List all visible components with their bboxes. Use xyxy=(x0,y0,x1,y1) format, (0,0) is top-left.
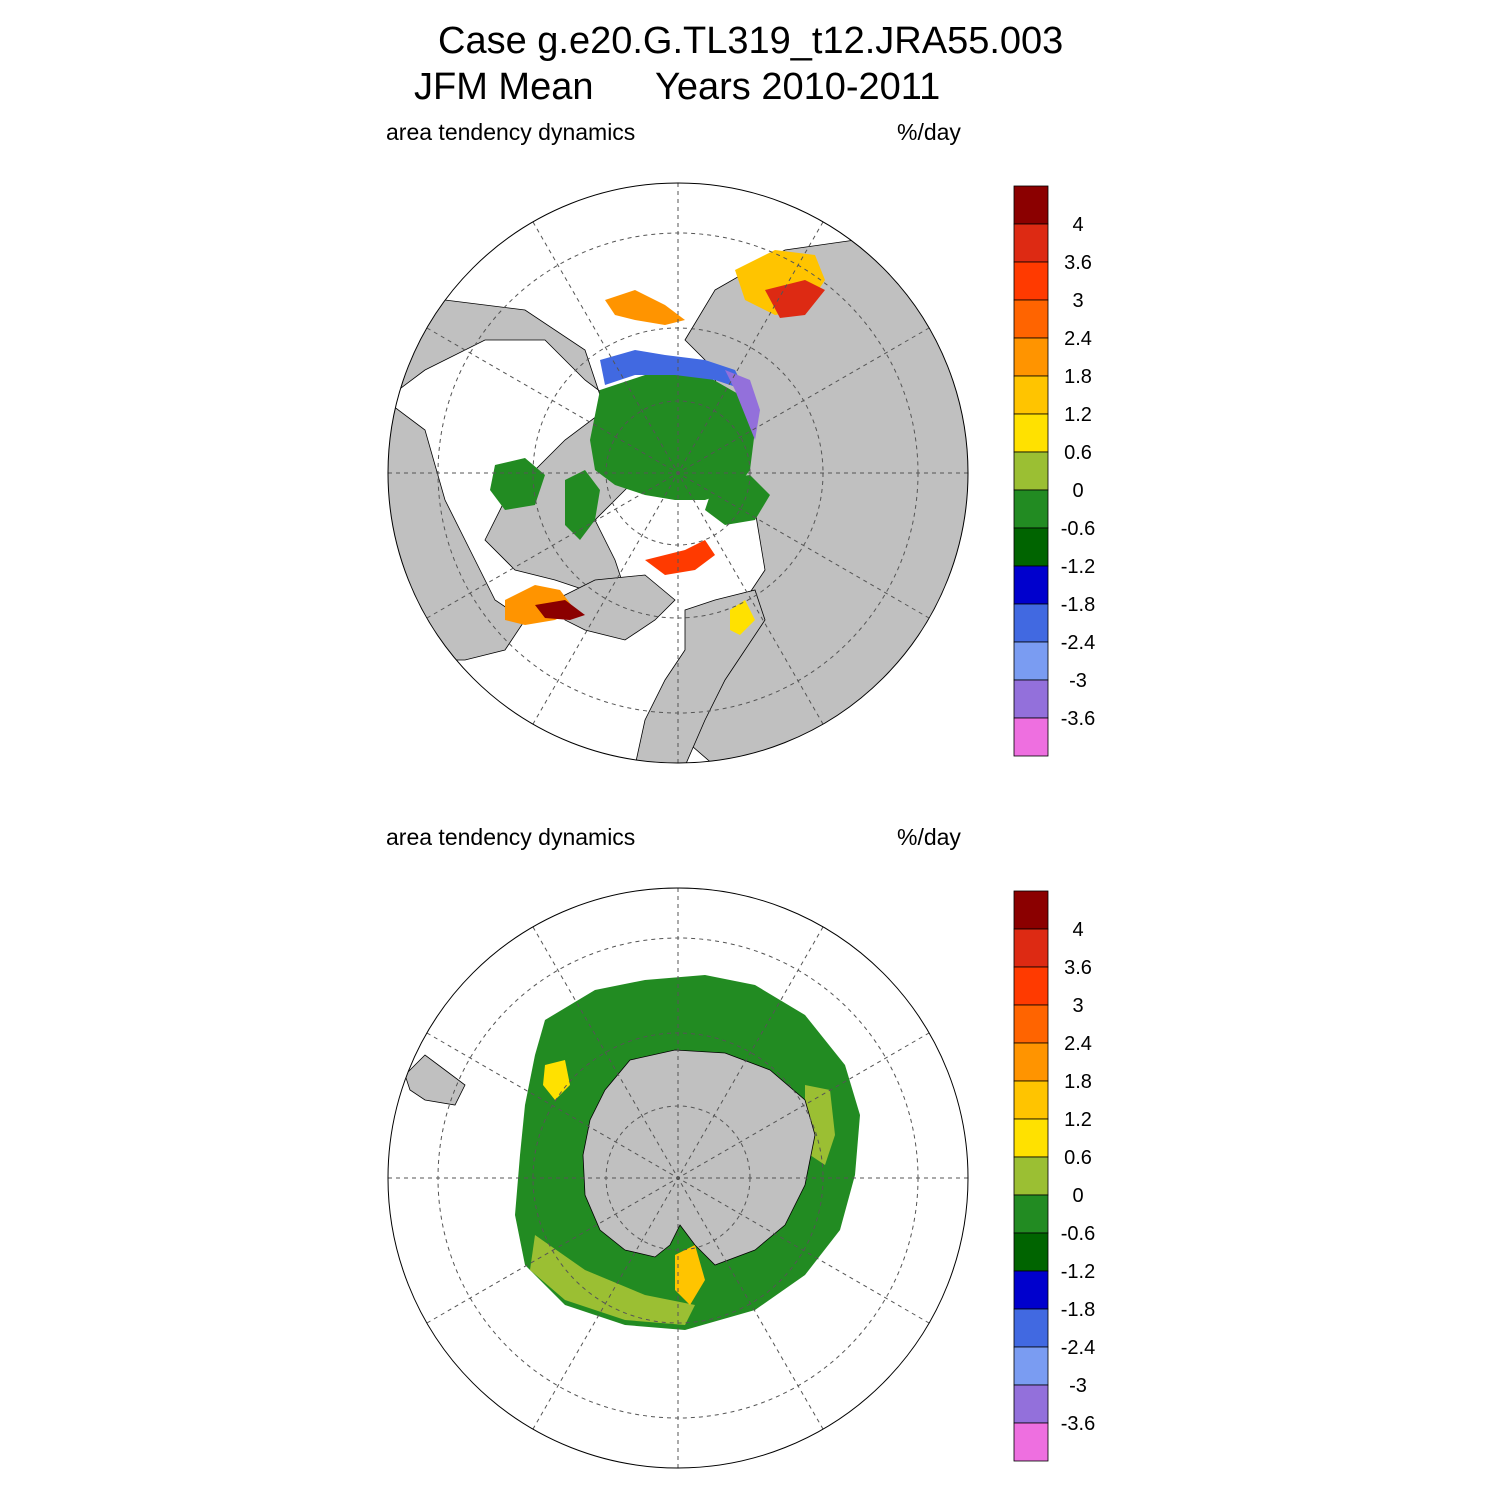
seaice-margin-bering-red xyxy=(765,280,825,318)
colorbar-box xyxy=(1013,1346,1049,1386)
colorbar-tick-label: 1.2 xyxy=(1064,404,1092,426)
panel-south-left-label: area tendency dynamics xyxy=(386,824,636,850)
seaice-arctic-core xyxy=(590,375,755,500)
colorbar-tick-label: -1.8 xyxy=(1061,1299,1095,1321)
colorbar-tick-label: -3.6 xyxy=(1061,1413,1095,1435)
colorbar-box xyxy=(1013,1232,1049,1272)
colorbar-box xyxy=(1013,1080,1049,1120)
colorbar-box xyxy=(1013,185,1049,225)
seaice-hudson-bay xyxy=(490,458,545,510)
colorbar-tick-label: 4 xyxy=(1072,919,1083,941)
panel-north-left-label: area tendency dynamics xyxy=(386,119,636,145)
figure-title-years: Years 2010-2011 xyxy=(655,66,941,108)
colorbar-box xyxy=(1013,1194,1049,1234)
colorbar-box xyxy=(1013,1004,1049,1044)
land-south-america-tip xyxy=(404,1054,466,1106)
land-europe xyxy=(634,589,766,763)
figure-title-line1: Case g.e20.G.TL319_t12.JRA55.003 xyxy=(438,20,1064,62)
panel-south-units-label: %/day xyxy=(897,824,961,850)
colorbar-tick-label: 3.6 xyxy=(1064,957,1092,979)
colorbar-box xyxy=(1013,299,1049,339)
south-polar-map xyxy=(387,887,969,1469)
colorbar-box xyxy=(1013,1156,1049,1196)
north-graticule xyxy=(388,183,968,763)
colorbar-box xyxy=(1013,489,1049,529)
colorbar-tick-label: -0.6 xyxy=(1061,1223,1095,1245)
colorbar-south: 4 3.6 3 2.4 1.8 1.2 0.6 0 -0.6 -1.2 -1.8 -2.4 -3 -3.6 xyxy=(1013,890,1095,1462)
colorbar-box xyxy=(1013,603,1049,643)
seaice-margin-purple xyxy=(725,370,760,440)
colorbar-tick-label: 0 xyxy=(1072,1185,1083,1207)
colorbar-box xyxy=(1013,1118,1049,1158)
colorbar-tick-label: -2.4 xyxy=(1061,1337,1095,1359)
land-greenland xyxy=(554,574,676,641)
colorbar-tick-label: -0.6 xyxy=(1061,518,1095,540)
seaice-weddell-yellow xyxy=(675,1245,705,1305)
colorbar-box xyxy=(1013,565,1049,605)
seaice-margin-baltic xyxy=(730,600,755,635)
colorbar-box xyxy=(1013,527,1049,567)
colorbar-tick-label: 0.6 xyxy=(1064,442,1092,464)
colorbar-tick-label: -1.2 xyxy=(1061,1261,1095,1283)
colorbar-tick-label: 3 xyxy=(1072,290,1083,312)
seaice-margin-okhotsk xyxy=(605,290,685,325)
figure-title-season: JFM Mean xyxy=(414,66,594,108)
colorbar-box xyxy=(1013,451,1049,491)
colorbar-box xyxy=(1013,717,1049,757)
colorbar-tick-label: 2.4 xyxy=(1064,328,1092,350)
colorbar-tick-label: -1.2 xyxy=(1061,556,1095,578)
seaice-ross-yellow xyxy=(543,1060,570,1100)
colorbar-tick-label: -1.8 xyxy=(1061,594,1095,616)
colorbar-box xyxy=(1013,1270,1049,1310)
colorbar-box xyxy=(1013,223,1049,263)
colorbar-box xyxy=(1013,413,1049,453)
colorbar-tick-label: 3.6 xyxy=(1064,252,1092,274)
north-polar-map xyxy=(387,182,969,764)
colorbar-tick-label: 2.4 xyxy=(1064,1033,1092,1055)
colorbar-box xyxy=(1013,928,1049,968)
colorbar-box xyxy=(1013,641,1049,681)
panel-north-units-label: %/day xyxy=(897,119,961,145)
seaice-margin-greenland-east xyxy=(645,540,715,575)
colorbar-box xyxy=(1013,261,1049,301)
colorbar-tick-label: 4 xyxy=(1072,214,1083,236)
colorbar-tick-label: 1.8 xyxy=(1064,1071,1092,1093)
colorbar-tick-label: -2.4 xyxy=(1061,632,1095,654)
colorbar-tick-label: -3 xyxy=(1069,1375,1087,1397)
land-south-america-west xyxy=(388,1014,416,1066)
land-antarctica xyxy=(582,1049,816,1266)
colorbar-box xyxy=(1013,679,1049,719)
south-graticule xyxy=(388,888,968,1468)
colorbar-tick-label: 3 xyxy=(1072,995,1083,1017)
colorbar-tick-label: 1.8 xyxy=(1064,366,1092,388)
seaice-margin-pacific xyxy=(600,350,745,390)
colorbar-tick-label: 1.2 xyxy=(1064,1109,1092,1131)
seaice-weddell-lightgreen xyxy=(530,1235,695,1325)
colorbar-tick-label: 0 xyxy=(1072,480,1083,502)
colorbar-box xyxy=(1013,337,1049,377)
colorbar-box xyxy=(1013,966,1049,1006)
colorbar-box xyxy=(1013,890,1049,930)
colorbar-box xyxy=(1013,375,1049,415)
colorbar-box xyxy=(1013,1422,1049,1462)
colorbar-box xyxy=(1013,1384,1049,1424)
colorbar-north: 4 3.6 3 2.4 1.8 1.2 0.6 0 -0.6 -1.2 -1.8 -2.4 -3 -3.6 xyxy=(1013,185,1095,757)
colorbar-tick-label: -3.6 xyxy=(1061,708,1095,730)
colorbar-box xyxy=(1013,1308,1049,1348)
seaice-barents xyxy=(705,475,770,525)
colorbar-tick-label: 0.6 xyxy=(1064,1147,1092,1169)
seaice-baffin xyxy=(565,470,600,540)
colorbar-tick-label: -3 xyxy=(1069,670,1087,692)
seaice-margin-labrador-red xyxy=(535,600,585,620)
colorbar-box xyxy=(1013,1042,1049,1082)
